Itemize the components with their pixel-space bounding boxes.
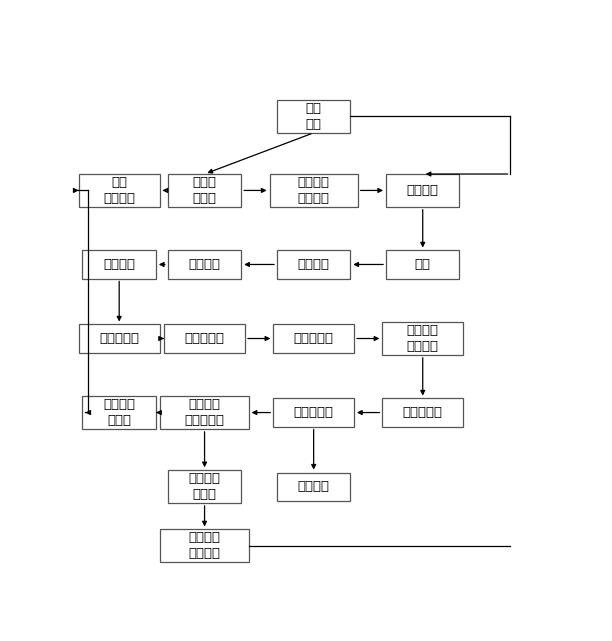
FancyBboxPatch shape	[273, 324, 354, 353]
FancyBboxPatch shape	[382, 399, 463, 427]
Text: 膜丝排收集: 膜丝排收集	[294, 406, 334, 419]
FancyBboxPatch shape	[277, 100, 351, 133]
Text: 排丝: 排丝	[415, 258, 431, 271]
Text: 膜丝排刷胶: 膜丝排刷胶	[185, 332, 225, 345]
FancyBboxPatch shape	[79, 174, 160, 207]
Text: 膜丝收卷: 膜丝收卷	[297, 258, 330, 271]
Text: 膜丝排点胶: 膜丝排点胶	[99, 332, 139, 345]
Text: 初始膜丝
端头固定: 初始膜丝 端头固定	[297, 176, 330, 205]
FancyBboxPatch shape	[386, 174, 460, 207]
Text: 膜丝端头
初始送脱: 膜丝端头 初始送脱	[407, 324, 439, 353]
FancyBboxPatch shape	[277, 472, 351, 501]
FancyBboxPatch shape	[168, 470, 241, 503]
FancyBboxPatch shape	[160, 396, 248, 429]
Text: 暂停放卷: 暂停放卷	[188, 258, 220, 271]
Text: 膜丝放卷: 膜丝放卷	[407, 184, 439, 197]
Text: 膜丝卷筒
存丝量检测: 膜丝卷筒 存丝量检测	[185, 398, 225, 427]
FancyBboxPatch shape	[168, 174, 241, 207]
FancyBboxPatch shape	[273, 399, 354, 427]
FancyBboxPatch shape	[164, 324, 245, 353]
Text: 膜丝排切丝: 膜丝排切丝	[294, 332, 334, 345]
Text: 中间膜丝
端头固定: 中间膜丝 端头固定	[188, 531, 220, 560]
FancyBboxPatch shape	[277, 251, 351, 279]
Text: 打包入库: 打包入库	[297, 480, 330, 493]
Text: 膜丝卷筒
有膜丝: 膜丝卷筒 有膜丝	[188, 472, 220, 501]
FancyBboxPatch shape	[386, 251, 460, 279]
FancyBboxPatch shape	[79, 324, 160, 353]
Text: 膜丝卷
筒固定: 膜丝卷 筒固定	[193, 176, 217, 205]
FancyBboxPatch shape	[382, 322, 463, 355]
Text: 膜丝卷筒
无膜丝: 膜丝卷筒 无膜丝	[103, 398, 135, 427]
FancyBboxPatch shape	[83, 251, 156, 279]
FancyBboxPatch shape	[269, 174, 358, 207]
FancyBboxPatch shape	[168, 251, 241, 279]
FancyBboxPatch shape	[83, 396, 156, 429]
Text: 膜丝排顶脱: 膜丝排顶脱	[403, 406, 442, 419]
Text: 膜丝裁剪: 膜丝裁剪	[103, 258, 135, 271]
Text: 更换
膜丝卷筒: 更换 膜丝卷筒	[103, 176, 135, 205]
Text: 材料
准备: 材料 准备	[305, 102, 322, 131]
FancyBboxPatch shape	[160, 529, 248, 562]
